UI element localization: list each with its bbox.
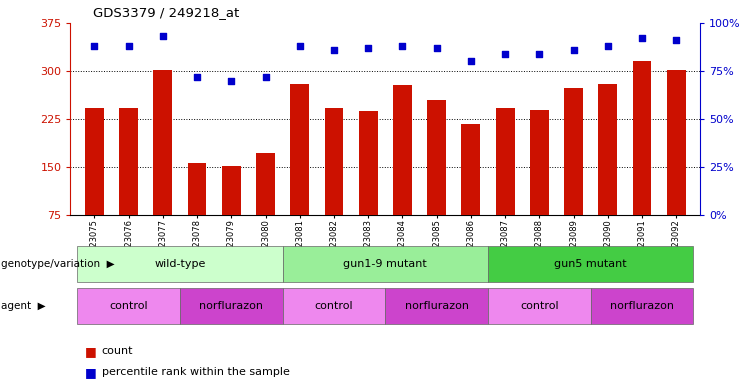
Point <box>123 43 135 49</box>
Bar <box>633 61 651 215</box>
Bar <box>488 246 694 282</box>
Text: ■: ■ <box>85 366 97 379</box>
Bar <box>282 288 385 324</box>
Point <box>465 58 476 65</box>
Point <box>671 37 682 43</box>
Text: gun5 mutant: gun5 mutant <box>554 259 627 269</box>
Point <box>499 51 511 57</box>
Text: control: control <box>520 301 559 311</box>
Text: GDS3379 / 249218_at: GDS3379 / 249218_at <box>93 6 239 19</box>
Text: control: control <box>109 301 148 311</box>
Point <box>568 47 579 53</box>
Text: genotype/variation  ▶: genotype/variation ▶ <box>1 259 114 269</box>
Text: norflurazon: norflurazon <box>405 301 468 311</box>
Text: gun1-9 mutant: gun1-9 mutant <box>343 259 428 269</box>
Point <box>225 78 237 84</box>
Bar <box>77 288 180 324</box>
Point <box>362 45 374 51</box>
Bar <box>488 288 591 324</box>
Text: ■: ■ <box>85 345 97 358</box>
Bar <box>564 88 583 215</box>
Bar <box>599 84 617 215</box>
Point <box>396 43 408 49</box>
Bar <box>282 246 488 282</box>
Bar <box>385 288 488 324</box>
Bar <box>667 70 685 215</box>
Bar <box>256 153 275 215</box>
Text: percentile rank within the sample: percentile rank within the sample <box>102 367 290 377</box>
Bar <box>496 108 514 215</box>
Point <box>636 35 648 41</box>
Text: agent  ▶: agent ▶ <box>1 301 45 311</box>
Bar <box>153 70 172 215</box>
Bar <box>393 85 412 215</box>
Bar <box>462 124 480 215</box>
Bar <box>187 162 207 215</box>
Bar <box>325 108 343 215</box>
Bar <box>290 84 309 215</box>
Text: wild-type: wild-type <box>154 259 205 269</box>
Bar <box>428 100 446 215</box>
Point <box>191 74 203 80</box>
Bar <box>119 108 138 215</box>
Point <box>328 47 340 53</box>
Point <box>88 43 100 49</box>
Point <box>294 43 306 49</box>
Bar <box>222 166 241 215</box>
Bar <box>77 246 282 282</box>
Bar <box>530 110 549 215</box>
Bar <box>359 111 378 215</box>
Point <box>259 74 271 80</box>
Point <box>602 43 614 49</box>
Text: norflurazon: norflurazon <box>199 301 263 311</box>
Bar <box>591 288 694 324</box>
Text: control: control <box>315 301 353 311</box>
Text: norflurazon: norflurazon <box>610 301 674 311</box>
Point <box>431 45 442 51</box>
Text: count: count <box>102 346 133 356</box>
Point <box>534 51 545 57</box>
Bar <box>180 288 282 324</box>
Bar <box>85 108 104 215</box>
Point <box>157 33 169 40</box>
